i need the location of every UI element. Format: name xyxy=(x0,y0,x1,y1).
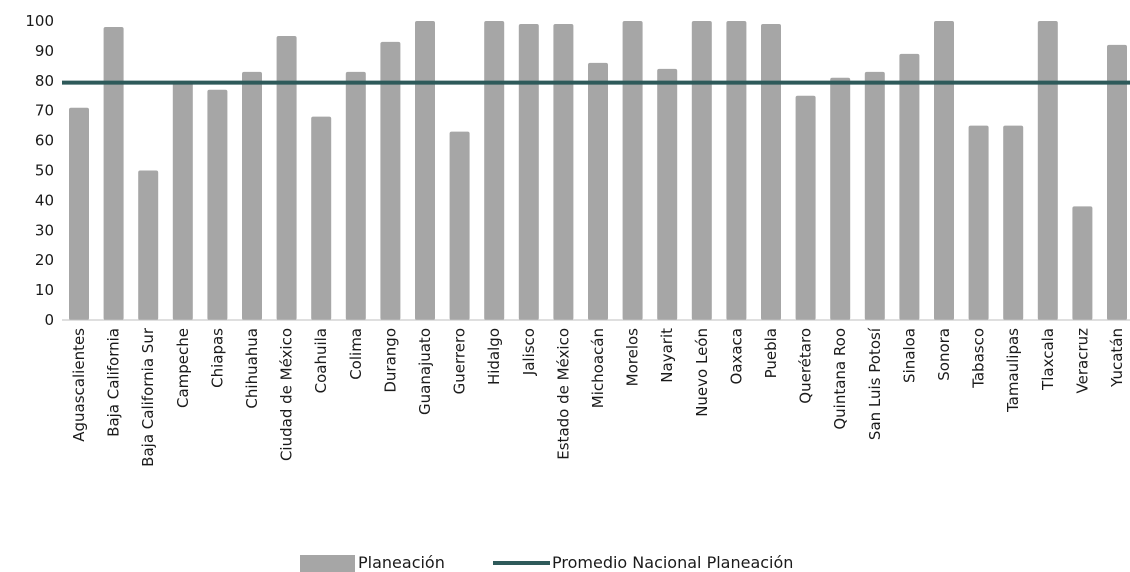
x-tick-label: Ciudad de México xyxy=(278,328,296,461)
legend: Planeación Promedio Nacional Planeación xyxy=(300,553,793,572)
bar xyxy=(207,89,228,321)
x-tick-label: Tabasco xyxy=(970,328,988,389)
x-tick-label: Quintana Roo xyxy=(831,328,849,430)
bar xyxy=(588,62,608,321)
x-tick-label: Colima xyxy=(347,328,365,380)
x-tick-label: Nayarit xyxy=(658,328,676,383)
x-tick-label: Querétaro xyxy=(797,328,815,404)
x-tick-label: San Luis Potosí xyxy=(866,327,884,440)
bar xyxy=(380,41,401,321)
bar xyxy=(691,21,712,320)
bar xyxy=(69,107,89,321)
bar xyxy=(553,23,574,321)
x-tick-label: Oaxaca xyxy=(727,328,745,385)
x-tick-label: Nuevo León xyxy=(693,328,711,417)
y-tick-label: 10 xyxy=(35,281,54,299)
x-tick-label: Veracruz xyxy=(1073,328,1091,394)
x-tick-label: Baja California xyxy=(105,328,123,437)
x-tick-label: Tlaxcala xyxy=(1039,328,1057,391)
bars-group xyxy=(69,21,1127,321)
legend-label-bars: Planeación xyxy=(358,553,445,572)
bar xyxy=(795,95,816,320)
bar xyxy=(1037,21,1058,320)
bar xyxy=(657,68,678,320)
bar xyxy=(830,77,851,320)
bar xyxy=(276,35,297,320)
bar xyxy=(449,131,470,320)
bar xyxy=(1003,125,1024,321)
y-tick-label: 50 xyxy=(35,162,54,180)
x-tick-label: Sinaloa xyxy=(900,328,918,383)
bar xyxy=(1107,44,1127,321)
y-tick-label: 0 xyxy=(44,311,54,329)
x-axis-tick-labels: Aguascalientes Baja California Baja Califo… xyxy=(70,327,1126,467)
x-tick-label: Baja California Sur xyxy=(139,327,157,467)
bar xyxy=(1072,206,1093,320)
x-tick-label: Hidalgo xyxy=(485,328,503,385)
x-tick-label: Guanajuato xyxy=(416,328,434,415)
bar xyxy=(518,23,539,321)
x-tick-label: Coahuila xyxy=(312,328,330,393)
x-tick-label: Chiapas xyxy=(208,328,226,388)
bar xyxy=(934,21,954,320)
y-tick-label: 90 xyxy=(35,42,54,60)
bar xyxy=(345,71,366,320)
x-tick-label: Sonora xyxy=(935,328,953,381)
bar xyxy=(172,80,193,320)
y-tick-label: 80 xyxy=(35,72,54,90)
bar xyxy=(415,21,435,320)
bar xyxy=(899,53,920,320)
x-tick-label: Jalisco xyxy=(520,328,538,376)
x-tick-label: Michoacán xyxy=(589,328,607,408)
bar xyxy=(138,170,159,320)
y-tick-label: 30 xyxy=(35,221,54,239)
x-tick-label: Aguascalientes xyxy=(70,328,88,442)
legend-label-line: Promedio Nacional Planeación xyxy=(552,553,793,572)
bar xyxy=(968,125,989,321)
x-tick-label: Durango xyxy=(381,328,399,393)
bar xyxy=(484,21,505,320)
x-tick-label: Puebla xyxy=(762,328,780,378)
x-tick-label: Tamaulipas xyxy=(1004,328,1022,413)
y-axis-ticks: 0 10 20 30 40 50 60 70 80 90 100 xyxy=(25,12,54,329)
y-tick-label: 20 xyxy=(35,251,54,269)
bar xyxy=(622,21,643,320)
x-tick-label: Yucatán xyxy=(1108,328,1126,388)
x-tick-label: Campeche xyxy=(174,328,192,408)
bar xyxy=(864,71,885,320)
y-tick-label: 60 xyxy=(35,132,54,150)
bar xyxy=(726,21,747,320)
legend-swatch-bars xyxy=(300,555,355,572)
x-tick-label: Guerrero xyxy=(451,328,469,394)
x-tick-label: Morelos xyxy=(624,328,642,387)
x-tick-label: Chihuahua xyxy=(243,328,261,409)
y-tick-label: 100 xyxy=(25,12,54,30)
x-tick-label: Estado de México xyxy=(554,328,572,460)
bar xyxy=(103,26,124,320)
bar xyxy=(311,116,332,321)
y-tick-label: 70 xyxy=(35,102,54,120)
bar xyxy=(761,23,781,321)
bar xyxy=(242,71,262,320)
y-tick-label: 40 xyxy=(35,191,54,209)
